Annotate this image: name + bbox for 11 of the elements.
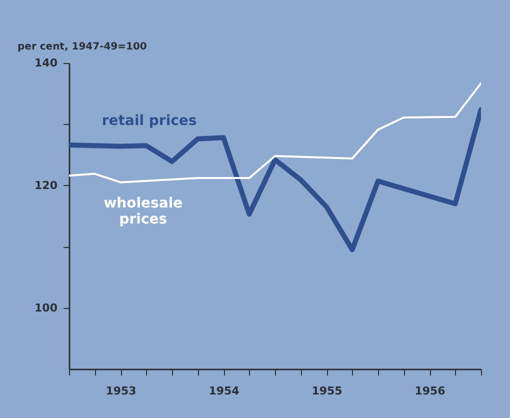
- series-label: retail prices: [102, 112, 197, 129]
- y-tick-label: 100: [34, 301, 58, 314]
- line-series: [69, 82, 481, 184]
- x-tick-label: 1955: [312, 384, 342, 398]
- series-label: wholesale prices: [104, 195, 183, 228]
- x-tick-label: 1954: [208, 384, 240, 398]
- y-tick-label: 140: [34, 56, 58, 70]
- x-tick-label: 1956: [414, 384, 446, 398]
- y-axis-title: per cent, 1947-49=100: [18, 42, 147, 52]
- y-tick-label: 120: [34, 178, 58, 192]
- x-tick-label: 1953: [106, 384, 136, 398]
